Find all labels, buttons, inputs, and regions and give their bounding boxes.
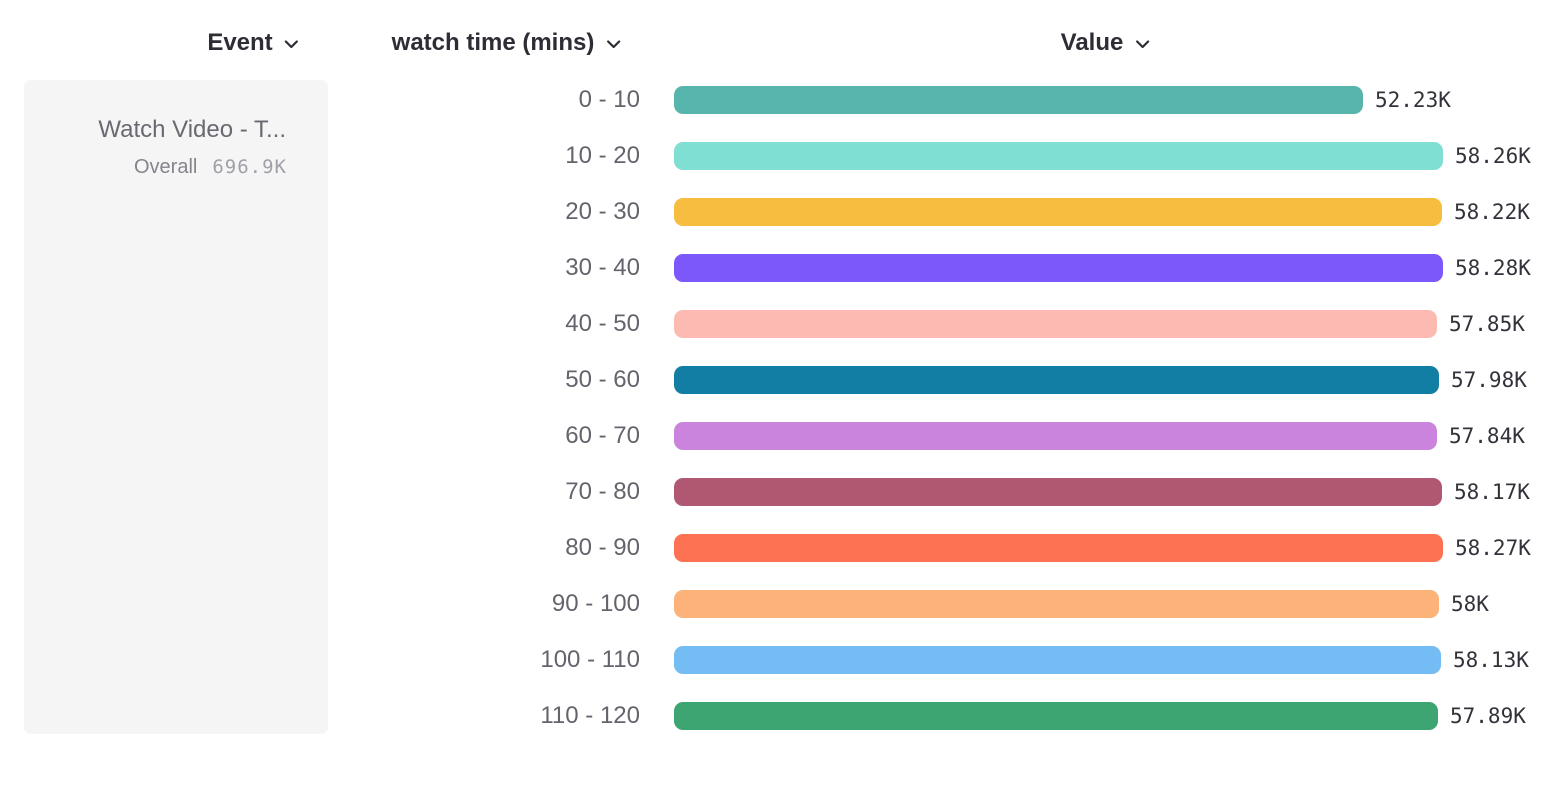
- bar[interactable]: [674, 198, 1442, 226]
- table-row: 60 - 70 57.84K: [0, 422, 1568, 450]
- row-category-label: 20 - 30: [565, 198, 640, 225]
- bar-value-label: 58.28K: [1455, 256, 1531, 280]
- value-column-label: Value: [1060, 29, 1124, 56]
- bar-value-label: 57.89K: [1450, 704, 1526, 728]
- table-row: 10 - 20 58.26K: [0, 142, 1568, 170]
- table-row: 40 - 50 57.85K: [0, 310, 1568, 338]
- event-column-label: Event: [207, 29, 273, 56]
- bar-value-label: 58.13K: [1453, 648, 1529, 672]
- table-row: 0 - 10 52.23K: [0, 86, 1568, 114]
- bar[interactable]: [674, 702, 1438, 730]
- row-category-label: 60 - 70: [565, 422, 640, 449]
- table-row: 50 - 60 57.98K: [0, 366, 1568, 394]
- bar[interactable]: [674, 366, 1439, 394]
- bar-value-label: 58K: [1451, 592, 1489, 616]
- row-category-label: 90 - 100: [551, 590, 640, 617]
- overall-label: Overall: [134, 156, 198, 178]
- table-row: 20 - 30 58.22K: [0, 198, 1568, 226]
- table-row: 90 - 100 58K: [0, 590, 1568, 618]
- event-column-dropdown[interactable]: Event: [207, 27, 299, 59]
- bar[interactable]: [674, 254, 1443, 282]
- chevron-down-icon: [1135, 40, 1149, 49]
- bar[interactable]: [674, 310, 1437, 338]
- event-card-title: Watch Video - T...: [98, 116, 286, 143]
- chevron-down-icon: [606, 40, 620, 49]
- chevron-down-icon: [285, 40, 299, 49]
- table-row: 30 - 40 58.28K: [0, 254, 1568, 282]
- row-category-label: 50 - 60: [565, 366, 640, 393]
- bar[interactable]: [674, 478, 1442, 506]
- bar[interactable]: [674, 142, 1443, 170]
- bar-value-label: 57.98K: [1451, 368, 1527, 392]
- breakdown-column-label: watch time (mins): [391, 29, 595, 56]
- bar-value-label: 58.27K: [1455, 536, 1531, 560]
- row-category-label: 0 - 10: [578, 86, 640, 113]
- bar-value-label: 58.26K: [1455, 144, 1531, 168]
- row-category-label: 100 - 110: [540, 646, 640, 673]
- row-category-label: 110 - 120: [540, 702, 640, 729]
- bar[interactable]: [674, 422, 1437, 450]
- event-card[interactable]: Watch Video - T... Overall 696.9K: [24, 80, 328, 734]
- table-row: 70 - 80 58.17K: [0, 478, 1568, 506]
- table-row: 80 - 90 58.27K: [0, 534, 1568, 562]
- bar-value-label: 58.17K: [1454, 480, 1530, 504]
- row-category-label: 30 - 40: [565, 254, 640, 281]
- row-category-label: 10 - 20: [565, 142, 640, 169]
- row-category-label: 40 - 50: [565, 310, 640, 337]
- value-column-dropdown[interactable]: Value: [1061, 27, 1150, 59]
- row-category-label: 70 - 80: [565, 478, 640, 505]
- bar-value-label: 58.22K: [1454, 200, 1530, 224]
- event-card-overall: Overall 696.9K: [134, 156, 287, 179]
- bar[interactable]: [674, 534, 1443, 562]
- table-row: 100 - 110 58.13K: [0, 646, 1568, 674]
- bar-value-label: 57.84K: [1449, 424, 1525, 448]
- bar[interactable]: [674, 86, 1363, 114]
- breakdown-column-dropdown[interactable]: watch time (mins): [392, 27, 621, 59]
- overall-value: 696.9K: [212, 156, 287, 178]
- row-category-label: 80 - 90: [565, 534, 640, 561]
- bar-value-label: 57.85K: [1449, 312, 1525, 336]
- bar[interactable]: [674, 646, 1441, 674]
- table-row: 110 - 120 57.89K: [0, 702, 1568, 730]
- bar-value-label: 52.23K: [1375, 88, 1451, 112]
- bar[interactable]: [674, 590, 1439, 618]
